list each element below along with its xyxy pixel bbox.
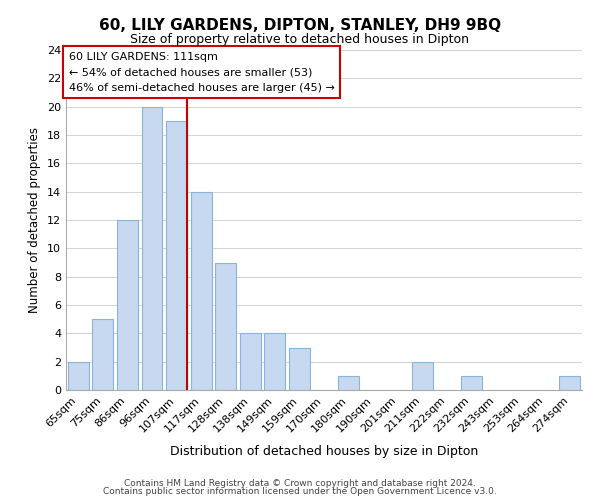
Bar: [191, 192, 212, 390]
Bar: [338, 376, 359, 390]
Text: 60, LILY GARDENS, DIPTON, STANLEY, DH9 9BQ: 60, LILY GARDENS, DIPTON, STANLEY, DH9 9…: [99, 18, 501, 32]
Bar: [559, 376, 580, 390]
Bar: [240, 334, 261, 390]
Bar: [92, 319, 113, 390]
Bar: [68, 362, 89, 390]
Text: Contains HM Land Registry data © Crown copyright and database right 2024.: Contains HM Land Registry data © Crown c…: [124, 478, 476, 488]
X-axis label: Distribution of detached houses by size in Dipton: Distribution of detached houses by size …: [170, 445, 478, 458]
Text: 60 LILY GARDENS: 111sqm
← 54% of detached houses are smaller (53)
46% of semi-de: 60 LILY GARDENS: 111sqm ← 54% of detache…: [68, 52, 334, 93]
Bar: [117, 220, 138, 390]
Bar: [412, 362, 433, 390]
Bar: [461, 376, 482, 390]
Bar: [289, 348, 310, 390]
Bar: [265, 334, 286, 390]
Bar: [215, 262, 236, 390]
Bar: [166, 121, 187, 390]
Text: Contains public sector information licensed under the Open Government Licence v3: Contains public sector information licen…: [103, 487, 497, 496]
Text: Size of property relative to detached houses in Dipton: Size of property relative to detached ho…: [131, 32, 470, 46]
Y-axis label: Number of detached properties: Number of detached properties: [28, 127, 41, 313]
Bar: [142, 106, 163, 390]
